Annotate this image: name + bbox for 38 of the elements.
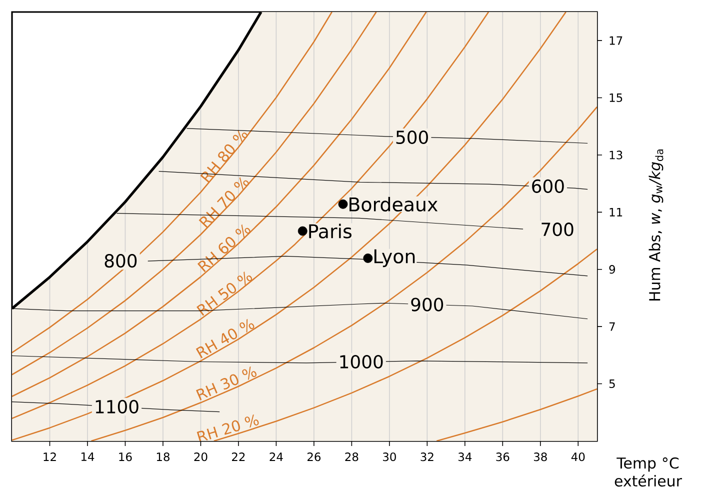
x-tick-label: 24 [270, 452, 283, 462]
x-tick-label: 26 [308, 452, 321, 462]
y-tick-label: 11 [610, 208, 622, 216]
x-tick-label: 18 [156, 452, 170, 462]
series-label: Bordeaux [350, 196, 438, 212]
text: RH 50 % [196, 271, 252, 316]
y-tick-label: 5 [609, 380, 615, 388]
x-tick-label: 14 [81, 452, 94, 461]
x-tick-label: 38 [534, 452, 547, 462]
annotation: 500 [396, 130, 428, 144]
y-tick-label: 15 [610, 94, 622, 102]
x-tick-label: 16 [119, 452, 132, 462]
x-tick-label: 12 [44, 452, 56, 462]
annotation: 800 [104, 254, 137, 268]
x-tick-label: 36 [496, 452, 510, 462]
annotation: 700 [542, 222, 574, 236]
x-tick-label: 32 [420, 452, 434, 462]
x-tick-label: 34 [458, 452, 472, 462]
x-tick-label: 30 [383, 452, 396, 462]
y-axis-title: Hum Abs, w, g$_{w}$/kg$_{da}$ [648, 149, 664, 301]
series-label: Lyon [374, 249, 415, 268]
text: RH 20 % [196, 414, 259, 442]
series-label: Paris [309, 224, 352, 238]
annotation: 1100 [96, 400, 138, 414]
y-tick-label: 13 [610, 150, 622, 160]
x-axis-title: Temp °C extérieur [614, 457, 682, 487]
y-tick-label: 7 [609, 322, 615, 331]
y-tick-label: 17 [610, 36, 622, 45]
x-tick-label: 28 [345, 452, 358, 462]
x-tick-label: 40 [571, 452, 585, 462]
x-tick-label: 20 [194, 452, 208, 462]
annotation: 1000 [340, 354, 383, 369]
annotation: 900 [411, 298, 444, 312]
x-tick-label: 22 [232, 452, 245, 462]
y-tick-label: 9 [609, 265, 616, 274]
annotation: 600 [532, 179, 564, 193]
text: RH 40 % [196, 318, 254, 358]
text: RH 30 % [196, 366, 257, 400]
